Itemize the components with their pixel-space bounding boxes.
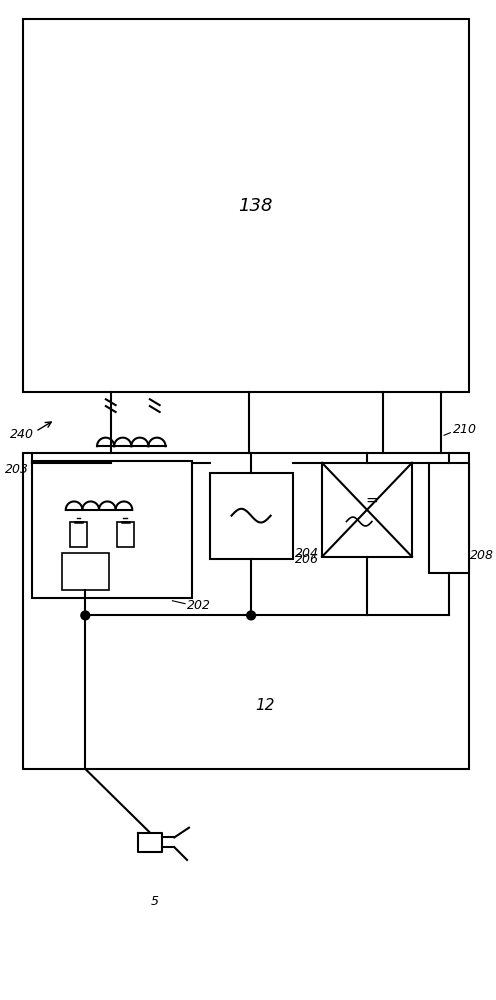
Bar [209, 473, 293, 559]
Bar [429, 463, 469, 573]
Text: 5: 5 [151, 895, 159, 908]
Text: 204: 204 [295, 547, 318, 560]
Text: 208: 208 [470, 549, 494, 562]
Bar [62, 553, 109, 590]
Text: 210: 210 [453, 423, 477, 436]
Bar [23, 453, 469, 769]
Text: =: = [366, 492, 378, 507]
Text: 138: 138 [238, 197, 273, 215]
Circle shape [247, 611, 255, 620]
Bar [23, 19, 469, 392]
Text: 202: 202 [187, 599, 211, 612]
Text: 240: 240 [9, 428, 33, 441]
Text: 12: 12 [255, 698, 275, 713]
Circle shape [81, 611, 90, 620]
Text: 206: 206 [295, 553, 319, 566]
Bar [117, 522, 134, 547]
Bar [33, 461, 192, 598]
Bar [69, 522, 87, 547]
Text: 203: 203 [4, 463, 29, 476]
Bar [322, 463, 412, 557]
